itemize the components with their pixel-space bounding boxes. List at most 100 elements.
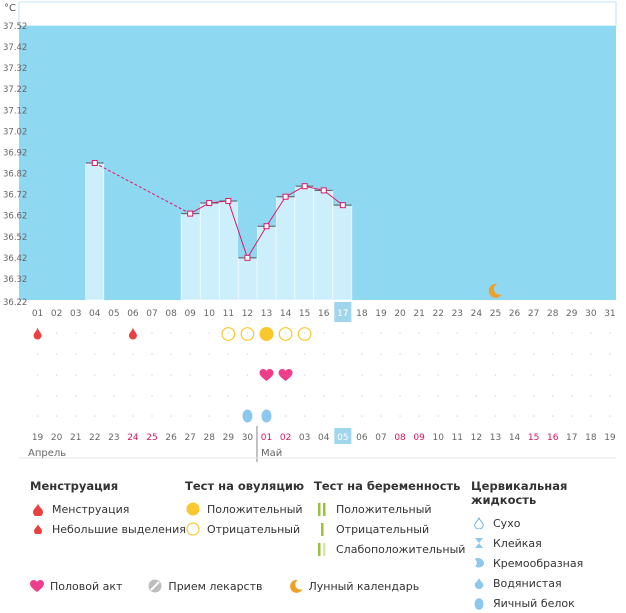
legend-item-pregnancy-positive: Положительный	[314, 499, 465, 519]
temperature-point[interactable]	[206, 200, 213, 207]
cycle-day-label[interactable]: 17	[337, 309, 348, 319]
cycle-day-label[interactable]: 12	[242, 309, 253, 319]
cervical-fluid-marker[interactable]	[242, 409, 253, 423]
ovulation-negative-marker[interactable]	[240, 327, 255, 341]
date-label[interactable]: 09	[413, 433, 425, 443]
date-label[interactable]: 28	[204, 433, 216, 443]
date-label[interactable]: 13	[490, 433, 501, 443]
date-label[interactable]: 29	[223, 433, 235, 443]
intercourse-marker[interactable]	[278, 369, 293, 381]
cycle-day-label[interactable]: 23	[452, 309, 463, 319]
cycle-day-label[interactable]: 15	[299, 309, 310, 319]
date-label[interactable]: 22	[89, 433, 100, 443]
cycle-day-label[interactable]: 26	[509, 309, 521, 319]
ovulation-negative-marker[interactable]	[297, 327, 312, 341]
cycle-day-label[interactable]: 24	[471, 309, 483, 319]
cycle-day-label[interactable]: 11	[223, 309, 234, 319]
grid-dot	[74, 353, 77, 355]
temperature-point[interactable]	[320, 187, 327, 194]
date-label[interactable]: 23	[108, 433, 119, 443]
date-label[interactable]: 12	[471, 433, 482, 443]
cycle-day-label[interactable]: 04	[89, 309, 101, 319]
date-label[interactable]: 21	[70, 433, 81, 443]
date-label[interactable]: 11	[452, 433, 463, 443]
date-label[interactable]: 25	[146, 433, 157, 443]
intercourse-marker[interactable]	[259, 369, 274, 381]
date-label[interactable]: 27	[184, 433, 195, 443]
cycle-day-label[interactable]: 30	[585, 309, 597, 319]
temperature-point[interactable]	[282, 193, 289, 200]
date-label[interactable]: 01	[261, 433, 272, 443]
date-label[interactable]: 08	[394, 433, 406, 443]
cycle-day-label[interactable]: 18	[356, 309, 368, 319]
cycle-day-label[interactable]: 03	[70, 309, 81, 319]
cycle-day-label[interactable]: 31	[604, 309, 615, 319]
double-line-icon	[318, 502, 326, 516]
cycle-day-label[interactable]: 10	[204, 309, 216, 319]
grid-dot	[609, 374, 611, 376]
grid-dot	[399, 415, 401, 417]
temperature-point[interactable]	[339, 202, 346, 209]
date-label[interactable]: 02	[280, 433, 291, 443]
ovulation-negative-marker[interactable]	[221, 327, 236, 341]
legend-item-dry: Сухо	[471, 513, 626, 533]
temperature-point[interactable]	[225, 197, 232, 204]
cycle-day-label[interactable]: 16	[318, 309, 330, 319]
y-tick-label: 36.62	[3, 212, 27, 222]
date-label[interactable]: 17	[566, 433, 577, 443]
cycle-day-label[interactable]: 13	[261, 309, 272, 319]
date-label[interactable]: 14	[509, 433, 521, 443]
moon-icon[interactable]	[488, 283, 502, 298]
cycle-day-label[interactable]: 01	[32, 309, 43, 319]
date-label[interactable]: 20	[51, 433, 63, 443]
date-label[interactable]: 30	[242, 433, 254, 443]
cycle-day-label[interactable]: 14	[280, 309, 292, 319]
grid-dot	[208, 353, 211, 355]
date-label[interactable]: 26	[165, 433, 177, 443]
temperature-point[interactable]	[301, 183, 308, 190]
temperature-point[interactable]	[263, 223, 270, 230]
date-label[interactable]: 24	[127, 433, 139, 443]
cycle-day-label[interactable]: 06	[127, 309, 139, 319]
cycle-day-label[interactable]: 21	[413, 309, 424, 319]
date-label[interactable]: 19	[604, 433, 616, 443]
date-label[interactable]: 03	[299, 433, 310, 443]
cycle-day-label[interactable]: 09	[184, 309, 196, 319]
cycle-day-label[interactable]: 08	[165, 309, 177, 319]
legend-label: Небольшие выделения	[52, 522, 186, 536]
cycle-day-label[interactable]: 22	[432, 309, 443, 319]
date-label[interactable]: 06	[356, 433, 368, 443]
date-label[interactable]: 05	[337, 433, 348, 443]
grid-dot	[399, 332, 401, 334]
dry-drop-icon	[474, 517, 484, 529]
cycle-day-label[interactable]: 29	[566, 309, 578, 319]
date-label[interactable]: 19	[32, 433, 44, 443]
date-label[interactable]: 10	[432, 433, 444, 443]
grid-dot	[113, 353, 115, 355]
legend-item-spotting: Небольшие выделения	[30, 519, 186, 539]
date-label[interactable]: 07	[375, 433, 386, 443]
temperature-point[interactable]	[244, 254, 251, 261]
cycle-day-label[interactable]: 20	[394, 309, 406, 319]
ovulation-positive-marker[interactable]	[259, 327, 274, 341]
date-label[interactable]: 04	[318, 433, 330, 443]
temperature-point[interactable]	[91, 160, 98, 166]
grid-dot	[132, 395, 134, 397]
grid-dot	[303, 415, 306, 417]
date-label[interactable]: 18	[585, 433, 597, 443]
cycle-day-label[interactable]: 27	[528, 309, 539, 319]
temperature-point[interactable]	[187, 210, 194, 217]
cycle-day-label[interactable]: 02	[51, 309, 62, 319]
cervical-fluid-marker[interactable]	[261, 409, 272, 423]
menstruation-marker[interactable]	[128, 327, 137, 340]
grid-dot	[418, 374, 420, 376]
cycle-day-label[interactable]: 07	[146, 309, 157, 319]
ovulation-negative-marker[interactable]	[278, 327, 293, 341]
date-label[interactable]: 16	[547, 433, 559, 443]
date-label[interactable]: 15	[528, 433, 539, 443]
menstruation-marker[interactable]	[33, 327, 42, 340]
cycle-day-label[interactable]: 28	[547, 309, 559, 319]
cycle-day-label[interactable]: 05	[108, 309, 119, 319]
cycle-day-label[interactable]: 25	[490, 309, 501, 319]
cycle-day-label[interactable]: 19	[375, 309, 387, 319]
